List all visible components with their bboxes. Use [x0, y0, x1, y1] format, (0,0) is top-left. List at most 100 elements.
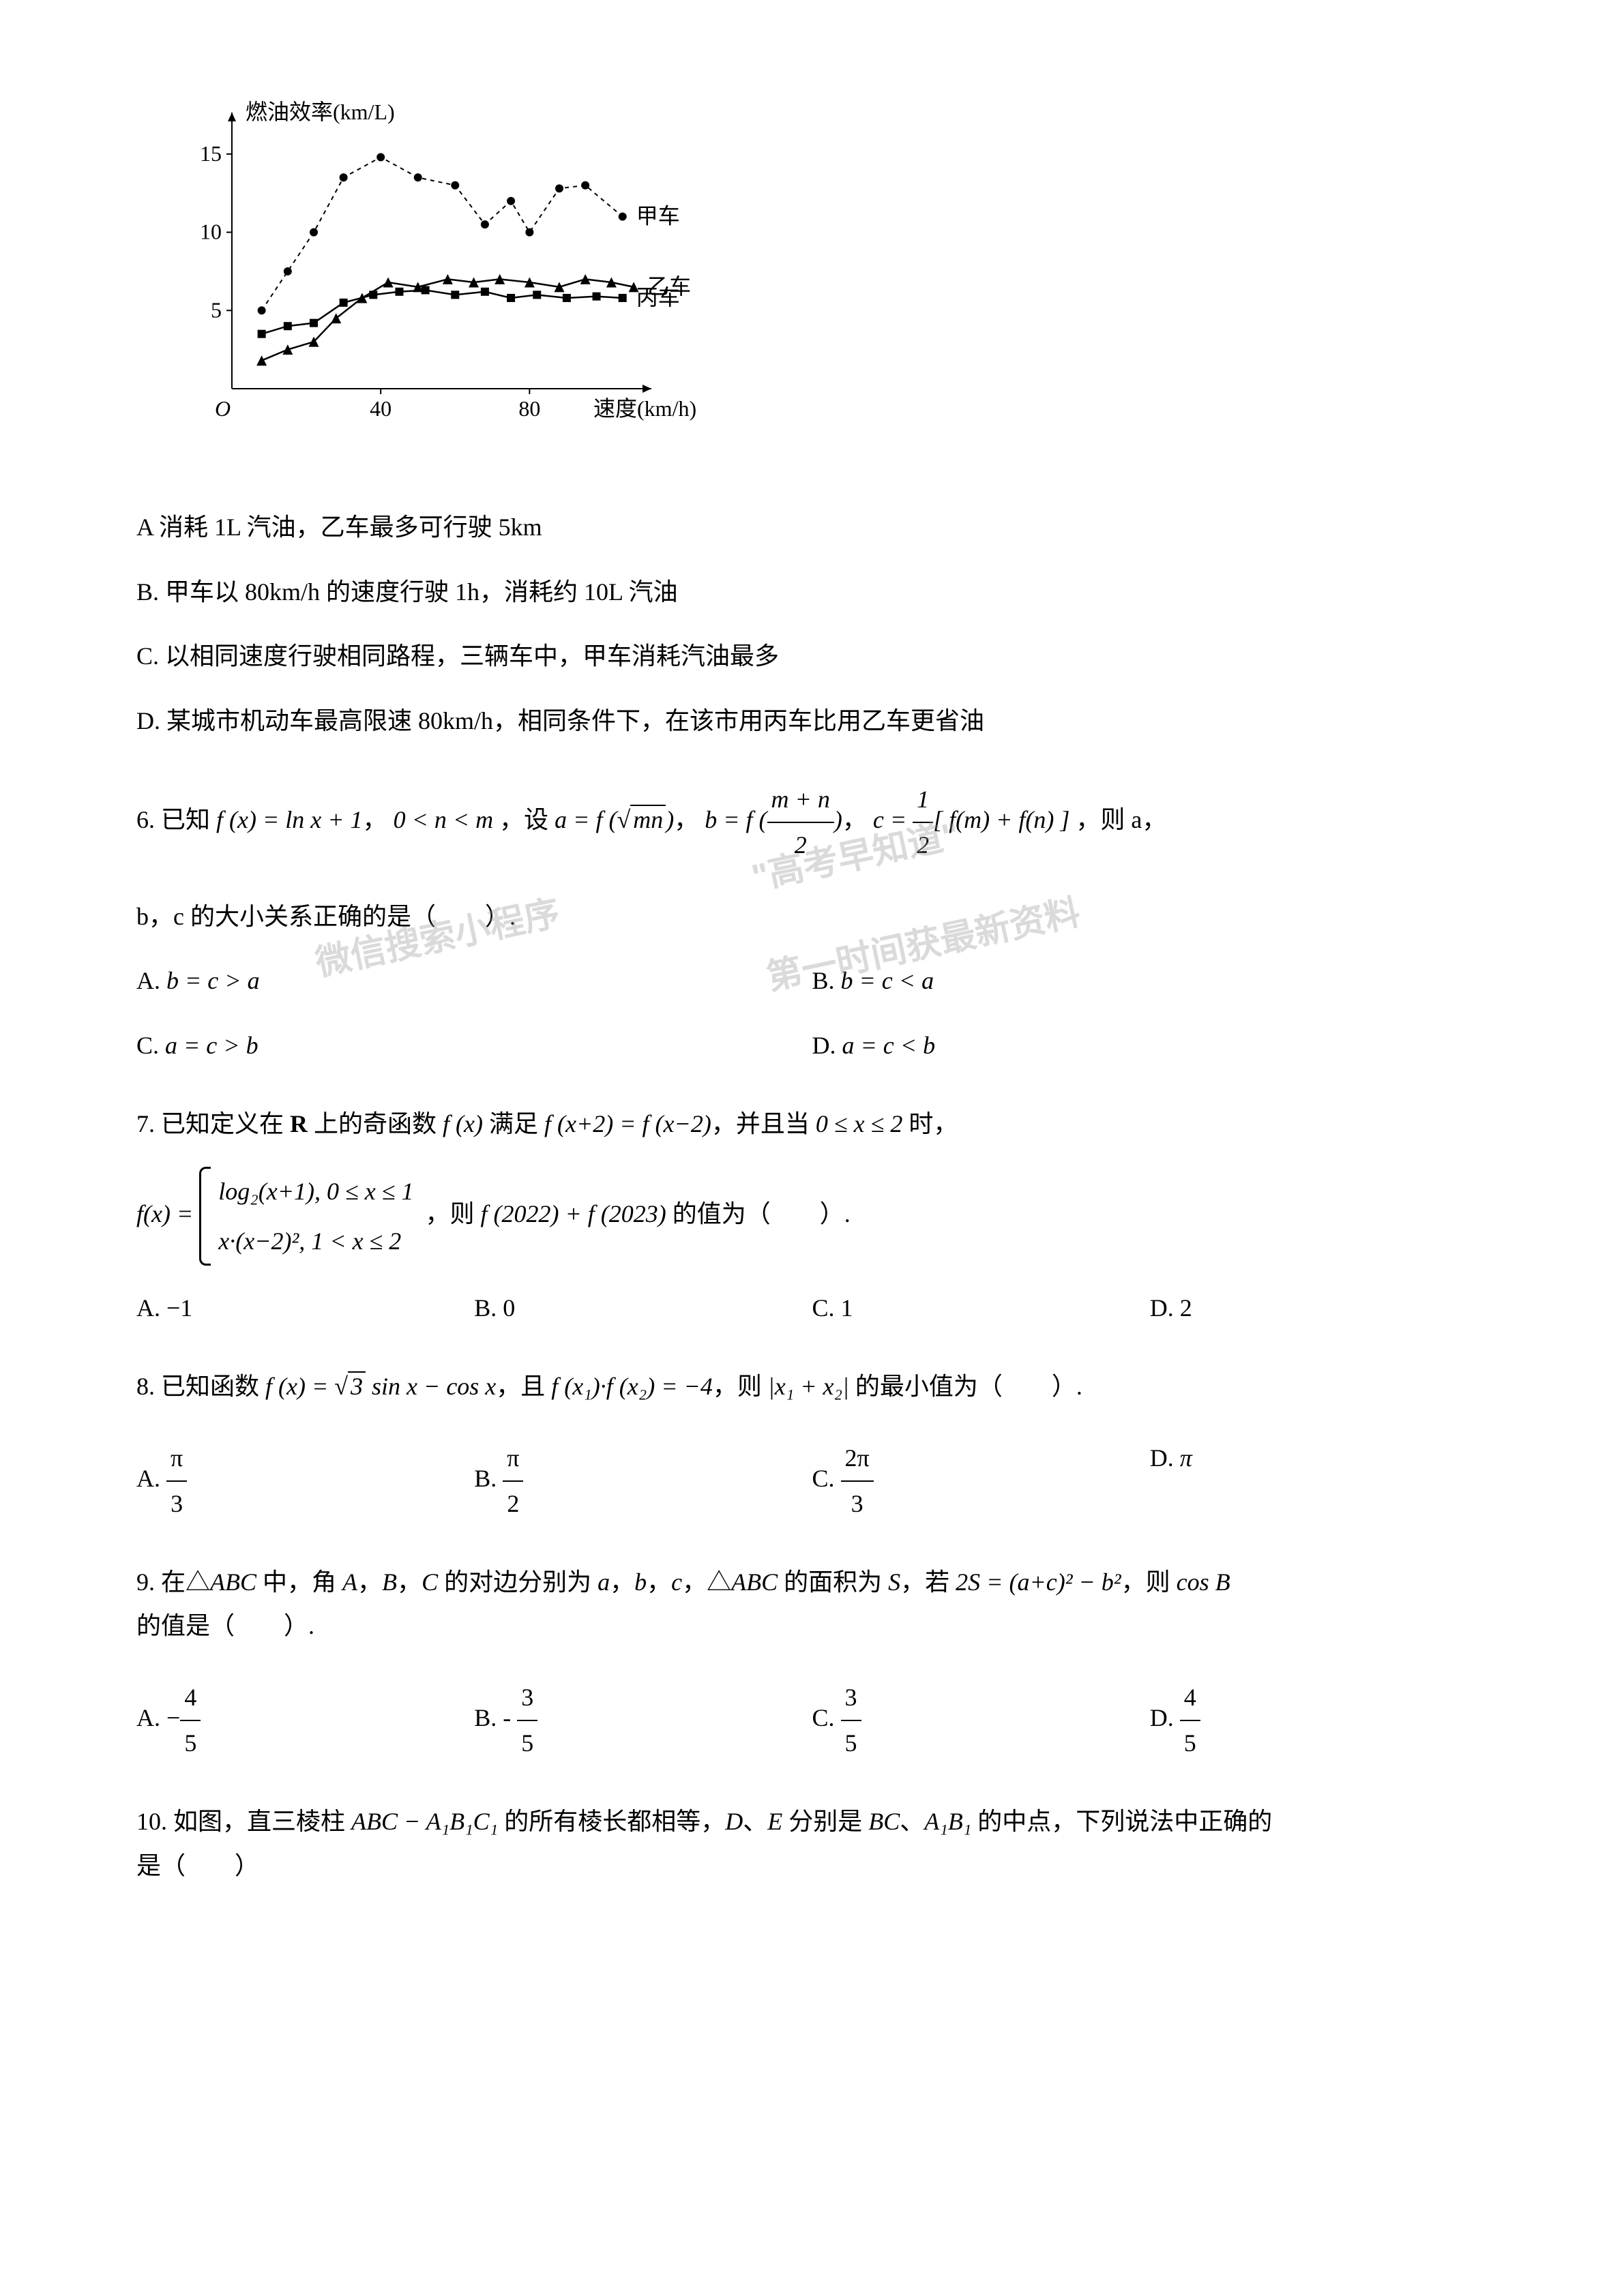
- q5-option-A: A 消耗 1L 汽油，乙车最多可行驶 5km: [136, 505, 1488, 550]
- option-label: B.: [474, 1294, 497, 1322]
- frac-num: m + n: [767, 777, 834, 823]
- frac-num: π: [166, 1436, 187, 1482]
- option-label: D.: [136, 707, 160, 734]
- fuel-efficiency-chart: 510154080O燃油效率(km/L)速度(km/h)甲车乙车丙车: [177, 95, 1488, 451]
- q5-option-D: D. 某城市机动车最高限速 80km/h，相同条件下，在该市用丙车比用乙车更省油: [136, 699, 1488, 743]
- option-label: B.: [474, 1465, 497, 1492]
- option-text: b = c > a: [166, 967, 260, 994]
- q8-option-C: C. 2π3: [812, 1436, 1150, 1526]
- q7-option-C: C. 1: [812, 1286, 1150, 1330]
- frac-den: 5: [180, 1721, 201, 1765]
- q6-option-D: D. a = c < b: [812, 1024, 1488, 1068]
- frac-den: 2: [767, 823, 834, 867]
- piece-2: x·(x−2)², 1 < x ≤ 2: [213, 1217, 419, 1266]
- q5-option-C: C. 以相同速度行驶相同路程，三辆车中，甲车消耗汽油最多: [136, 634, 1488, 679]
- q7-option-B: B. 0: [474, 1286, 812, 1330]
- option-text: −1: [166, 1294, 192, 1322]
- frac-den: 5: [841, 1721, 861, 1765]
- svg-text:丙车: 丙车: [636, 285, 680, 310]
- option-label: C.: [136, 642, 159, 670]
- sign: -: [503, 1704, 511, 1731]
- chart-svg: 510154080O燃油效率(km/L)速度(km/h)甲车乙车丙车: [177, 95, 737, 436]
- svg-text:速度(km/h): 速度(km/h): [593, 396, 696, 421]
- option-text: 某城市机动车最高限速 80km/h，相同条件下，在该市用丙车比用乙车更省油: [166, 707, 984, 734]
- option-text: 2: [1180, 1294, 1192, 1322]
- option-label: D.: [1150, 1704, 1174, 1731]
- q6-b-def: b = f (m + n2): [705, 806, 842, 833]
- option-label: A.: [136, 1704, 160, 1731]
- piecewise-bracket: log₂(x+1), 0 ≤ x ≤ 1 x·(x−2)², 1 < x ≤ 2: [199, 1167, 419, 1266]
- q9-stem: 9. 在△ABC 中，角 A，B，C 的对边分别为 a，b，c，△ABC 的面积…: [136, 1560, 1488, 1605]
- option-label: A: [136, 513, 153, 541]
- option-label: A.: [136, 1294, 160, 1322]
- option-label: B.: [474, 1704, 497, 1731]
- q10-stem: 10. 如图，直三棱柱 ABC − A₁B₁C₁ 的所有棱长都相等，D、E 分别…: [136, 1800, 1488, 1844]
- q9-option-D: D. 45: [1150, 1675, 1488, 1765]
- q6-options-row2: C. a = c > b D. a = c < b: [136, 1024, 1488, 1068]
- q6-a-def: a = f (mn): [555, 806, 674, 833]
- option-label: B.: [136, 578, 159, 606]
- option-text: a = c > b: [165, 1032, 259, 1059]
- q6-options-row1: A. b = c > a B. b = c < a: [136, 959, 1488, 1003]
- svg-text:O: O: [215, 396, 231, 421]
- frac-den: 3: [841, 1482, 874, 1526]
- svg-text:甲车: 甲车: [636, 204, 680, 228]
- svg-text:40: 40: [370, 396, 392, 421]
- option-label: D.: [812, 1032, 836, 1059]
- option-text: a = c < b: [842, 1032, 936, 1059]
- frac-num: 1: [913, 777, 933, 823]
- piece-1: log₂(x+1), 0 ≤ x ≤ 1: [213, 1167, 419, 1217]
- q5-options: A 消耗 1L 汽油，乙车最多可行驶 5km B. 甲车以 80km/h 的速度…: [136, 505, 1488, 743]
- q9-option-A: A. −45: [136, 1675, 474, 1765]
- q8-options: A. π3 B. π2 C. 2π3 D. π: [136, 1436, 1488, 1526]
- q6: 6. 已知 f (x) = ln x + 1， 0 < n < m ，设 a =…: [136, 777, 1488, 1068]
- q8-option-B: B. π2: [474, 1436, 812, 1526]
- q7-stem2: ，则 f (2022) + f (2023) 的值为（ ）.: [426, 1200, 851, 1227]
- option-text: 消耗 1L 汽油，乙车最多可行驶 5km: [159, 513, 542, 541]
- option-label: C.: [812, 1465, 835, 1492]
- q6-cond: 0 < n < m: [394, 806, 494, 833]
- svg-text:15: 15: [200, 141, 222, 166]
- q8-option-D: D. π: [1150, 1436, 1488, 1526]
- q7-option-D: D. 2: [1150, 1286, 1488, 1330]
- q6-func: f (x) = ln x + 1: [216, 806, 363, 833]
- q6-tail: ，则 a，: [1076, 806, 1166, 833]
- q9-option-B: B. - 35: [474, 1675, 812, 1765]
- frac-den: 2: [913, 823, 933, 867]
- option-text: 0: [503, 1294, 515, 1322]
- svg-text:80: 80: [518, 396, 540, 421]
- option-label: D.: [1150, 1294, 1174, 1322]
- frac-num: 2π: [841, 1436, 874, 1482]
- svg-text:5: 5: [211, 297, 222, 322]
- frac-num: 4: [1180, 1675, 1200, 1721]
- frac-den: 5: [517, 1721, 537, 1765]
- frac-den: 3: [166, 1482, 187, 1526]
- frac-num: 4: [180, 1675, 201, 1721]
- q7-option-A: A. −1: [136, 1286, 474, 1330]
- option-label: D.: [1150, 1444, 1174, 1472]
- q6-stem-pre: 6. 已知: [136, 806, 216, 833]
- q7-options: A. −1 B. 0 C. 1 D. 2: [136, 1286, 1488, 1330]
- q9: 9. 在△ABC 中，角 A，B，C 的对边分别为 a，b，c，△ABC 的面积…: [136, 1560, 1488, 1765]
- q10-stem2: 是（ ）: [136, 1844, 1488, 1888]
- option-text: b = c < a: [841, 967, 934, 994]
- q8: 8. 已知函数 f (x) = 3 sin x − cos x，且 f (x₁)…: [136, 1365, 1488, 1525]
- option-label: C.: [812, 1294, 835, 1322]
- q7-piecewise: f(x) = log₂(x+1), 0 ≤ x ≤ 1 x·(x−2)², 1 …: [136, 1167, 1488, 1266]
- q6-set-a-pre: ，设: [499, 806, 555, 833]
- q9-stem2: 的值是（ ）.: [136, 1604, 1488, 1648]
- frac-num: 3: [517, 1675, 537, 1721]
- q6-option-A: A. b = c > a: [136, 959, 812, 1003]
- q6-stem-line2: b，c 的大小关系正确的是（ ）.: [136, 895, 1488, 939]
- option-label: B.: [812, 967, 835, 994]
- option-label: C.: [136, 1032, 159, 1059]
- q9-options: A. −45 B. - 35 C. 35 D. 45: [136, 1675, 1488, 1765]
- q7-stem1: 7. 已知定义在 R 上的奇函数 f (x) 满足 f (x+2) = f (x…: [136, 1102, 1488, 1146]
- option-text: 甲车以 80km/h 的速度行驶 1h，消耗约 10L 汽油: [165, 578, 678, 606]
- frac-den: 2: [503, 1482, 523, 1526]
- q8-option-A: A. π3: [136, 1436, 474, 1526]
- q10: 10. 如图，直三棱柱 ABC − A₁B₁C₁ 的所有棱长都相等，D、E 分别…: [136, 1800, 1488, 1888]
- option-label: A.: [136, 1465, 160, 1492]
- q6-bracket: [ f(m) + f(n) ]: [933, 806, 1069, 833]
- svg-text:10: 10: [200, 220, 222, 244]
